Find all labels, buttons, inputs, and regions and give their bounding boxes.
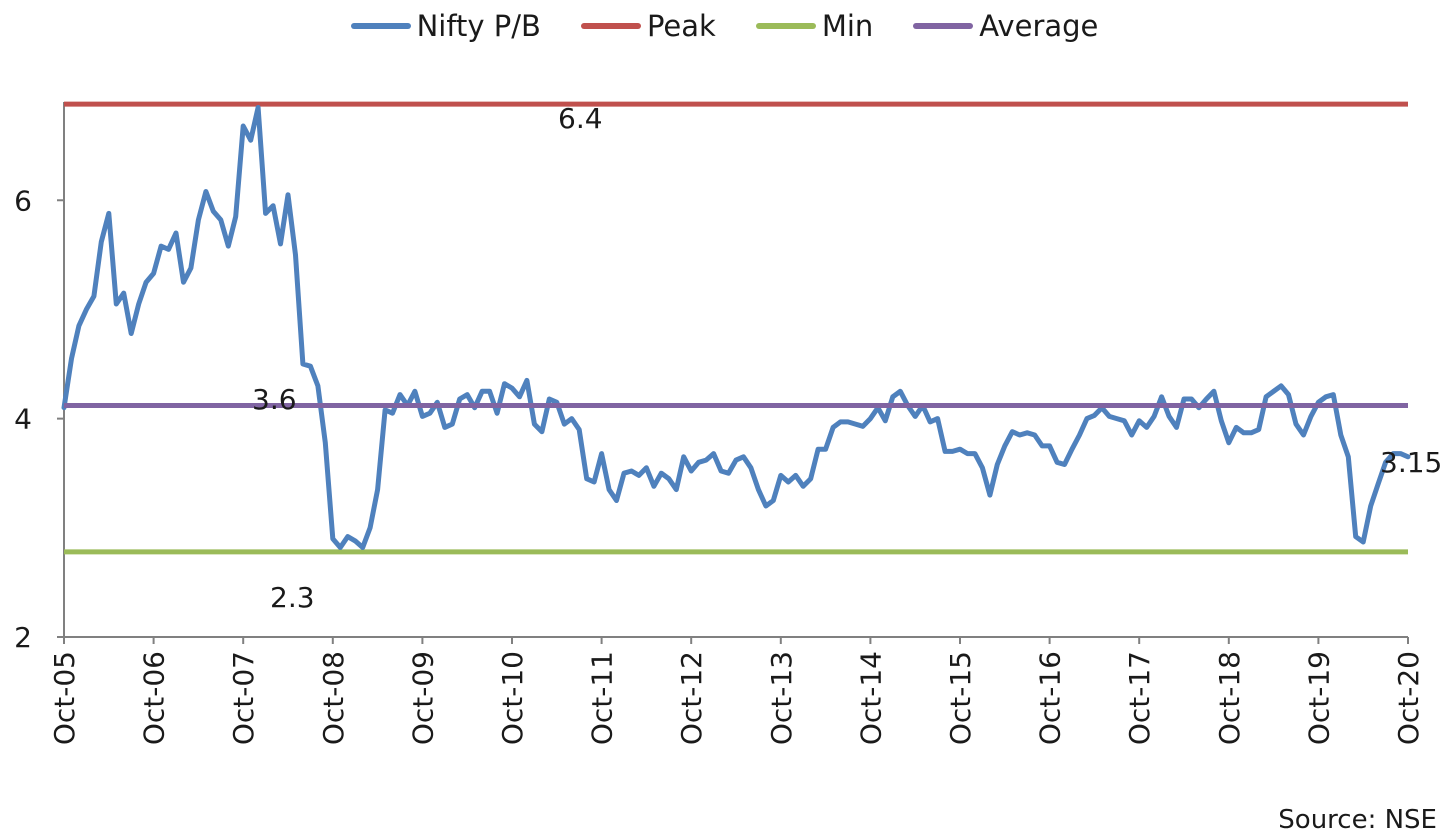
series-line-nifty-pb [61, 105, 1411, 550]
legend-label-average: Average [979, 9, 1099, 43]
x-tick-label: Oct-20 [1392, 651, 1425, 745]
x-tick-label: Oct-11 [586, 651, 619, 745]
legend: Nifty P/B Peak Min Average [0, 6, 1449, 46]
annotation-label: 3.6 [252, 383, 297, 416]
annotation-label: 2.3 [270, 581, 315, 614]
x-tick-label: Oct-18 [1213, 651, 1246, 745]
y-ticks: 2 4 6 [14, 184, 64, 654]
y-tick-label: 6 [14, 184, 32, 217]
annotations: 6.4 3.6 2.3 3.15 [252, 102, 1442, 614]
annotation-label: 3.15 [1380, 446, 1442, 479]
x-tick-label: Oct-16 [1034, 651, 1067, 745]
legend-swatch-peak [580, 23, 641, 29]
y-tick-label: 4 [14, 403, 32, 436]
x-ticks: Oct-05 Oct-06 Oct-07 Oct-08 Oct-09 Oct-10 Oct-… [48, 637, 1425, 745]
x-tick-label: Oct-09 [406, 651, 439, 745]
x-tick-label: Oct-15 [944, 651, 977, 745]
x-tick-label: Oct-13 [765, 651, 798, 745]
x-tick-label: Oct-14 [854, 651, 887, 745]
legend-item-peak: Peak [580, 9, 716, 43]
legend-label-nifty-pb: Nifty P/B [416, 9, 541, 43]
source-note: Source: NSE [1278, 805, 1437, 835]
x-tick-label: Oct-05 [48, 651, 81, 745]
legend-swatch-nifty-pb [350, 23, 411, 29]
legend-item-min: Min [755, 9, 874, 43]
reference-lines [64, 101, 1408, 555]
x-tick-label: Oct-19 [1302, 651, 1335, 745]
legend-swatch-average [913, 23, 974, 29]
legend-label-min: Min [821, 9, 874, 43]
legend-swatch-min [755, 23, 816, 29]
legend-item-average: Average [913, 9, 1098, 43]
x-tick-label: Oct-10 [496, 651, 529, 745]
x-tick-label: Oct-08 [317, 651, 350, 745]
x-tick-label: Oct-07 [227, 651, 260, 745]
x-tick-label: Oct-17 [1123, 651, 1156, 745]
annotation-label: 6.4 [558, 102, 603, 135]
legend-label-peak: Peak [646, 9, 716, 43]
x-tick-label: Oct-12 [675, 651, 708, 745]
x-tick-label: Oct-06 [138, 651, 171, 745]
y-tick-label: 2 [14, 621, 32, 654]
legend-item-nifty-pb: Nifty P/B [350, 9, 541, 43]
